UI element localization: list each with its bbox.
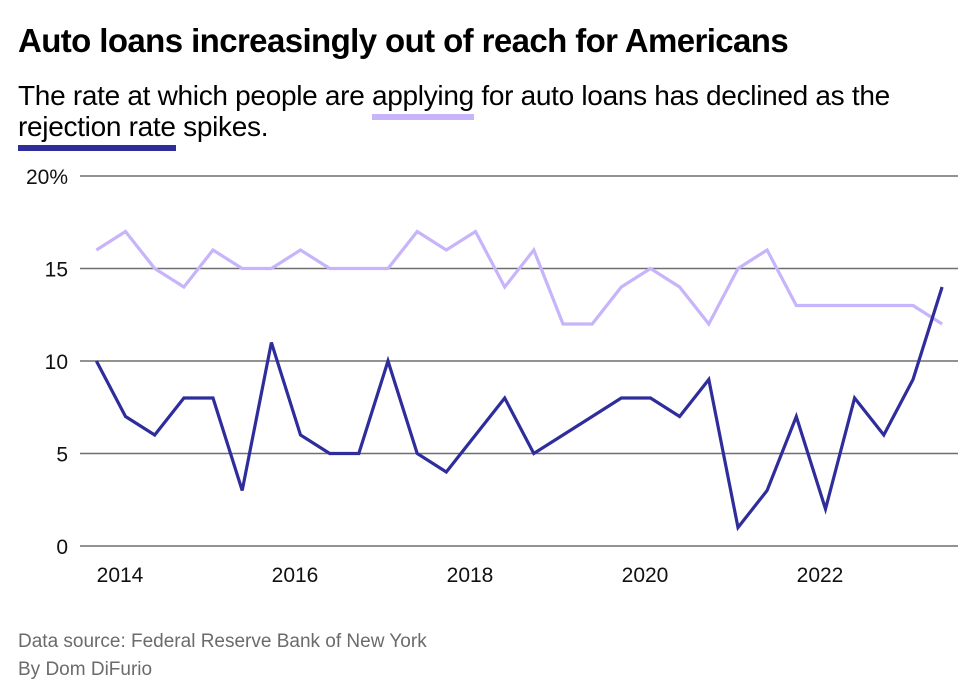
legend-applying: applying [371, 80, 474, 120]
footer: Data source: Federal Reserve Bank of New… [18, 628, 427, 684]
y-tick-label: 10 [45, 351, 68, 374]
y-tick-label: 5 [56, 444, 68, 467]
subtitle-text-1: The rate at which people are [18, 80, 372, 111]
chart-subtitle: The rate at which people are applying fo… [18, 80, 968, 151]
subtitle-text-3: spikes. [175, 111, 269, 142]
x-tick-label: 2014 [97, 564, 144, 587]
x-tick-label: 2016 [272, 564, 319, 587]
y-tick-label: 20% [26, 166, 68, 189]
legend-applying-swatch [371, 114, 474, 120]
data-source: Data source: Federal Reserve Bank of New… [18, 631, 427, 652]
subtitle-text-2: for auto loans has declined as the [473, 80, 890, 111]
x-tick-label: 2022 [797, 564, 844, 587]
gridlines [80, 175, 958, 547]
legend-applying-label: applying [371, 80, 474, 111]
byline: By Dom DiFurio [18, 659, 153, 680]
y-axis: 0 5 10 15 20% [26, 166, 68, 559]
x-tick-label: 2018 [447, 564, 494, 587]
y-tick-label: 15 [45, 259, 68, 282]
legend-rejection: rejection rate [18, 111, 176, 151]
x-tick-label: 2020 [622, 564, 669, 587]
series-line-applying [95, 229, 943, 327]
chart-title: Auto loans increasingly out of reach for… [18, 22, 789, 59]
series-lines [94, 229, 944, 532]
x-axis: 2014 2016 2018 2020 2022 [97, 564, 844, 587]
series-line-rejection [94, 286, 944, 532]
legend-rejection-label: rejection rate [18, 111, 176, 142]
y-tick-label: 0 [56, 536, 68, 559]
legend-rejection-swatch [18, 145, 176, 151]
